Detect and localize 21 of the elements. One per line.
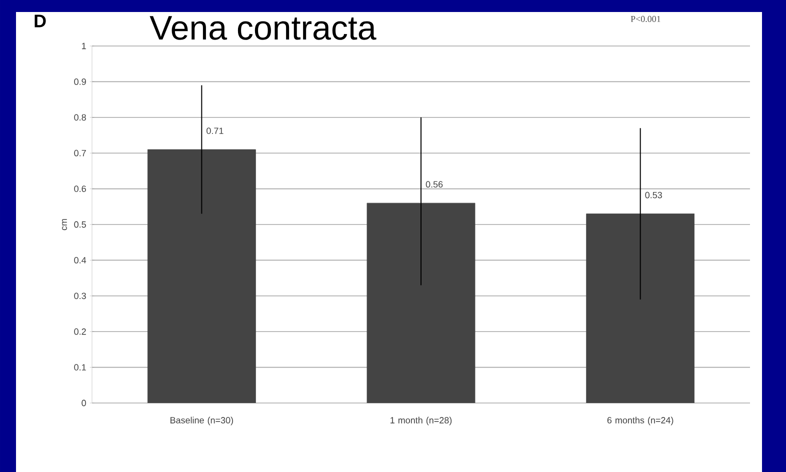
y-tick-label: 0.8	[74, 114, 86, 121]
data-label: 0.53	[645, 192, 662, 198]
chart-title: Vena contracta	[150, 16, 376, 40]
y-tick-label: 1	[82, 42, 86, 50]
y-tick-label: 0.7	[74, 150, 86, 156]
y-tick-label: 0.1	[74, 364, 86, 370]
y-tick-label: 0.4	[74, 257, 86, 264]
y-axis-title: cm	[62, 219, 67, 230]
x-tick-label: Baseline (n=30)	[170, 416, 233, 426]
x-tick-label: 1 month (n=28)	[390, 416, 452, 426]
y-tick-label: 0.2	[74, 328, 86, 335]
data-label: 0.71	[206, 128, 224, 134]
y-tick-label: 0.9	[74, 78, 86, 85]
text: P<0.001	[630, 16, 660, 22]
y-tick-label: 0.3	[74, 292, 86, 300]
x-tick-label: 6 months (n=24)	[607, 416, 674, 426]
y-tick-label: 0.5	[74, 221, 86, 228]
y-tick-label: 0.6	[74, 186, 86, 192]
y-tick-label: 0	[82, 400, 86, 406]
data-label: 0.56	[426, 181, 443, 188]
text: D	[34, 14, 46, 28]
